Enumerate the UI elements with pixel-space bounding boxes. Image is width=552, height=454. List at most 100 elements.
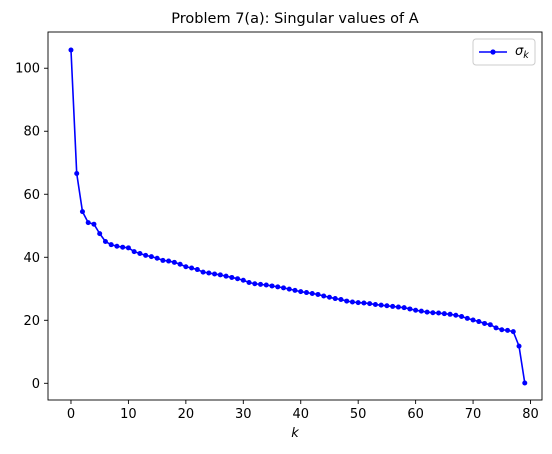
data-point <box>447 311 453 317</box>
data-point <box>355 300 361 306</box>
data-point <box>120 244 126 250</box>
data-point <box>441 311 447 317</box>
plot-frame <box>47 31 543 401</box>
data-point <box>372 302 378 308</box>
x-tick-label: 30 <box>235 407 252 422</box>
data-point <box>349 299 355 305</box>
data-point <box>482 320 488 326</box>
data-point <box>235 276 241 282</box>
x-tick-label: 80 <box>522 407 539 422</box>
data-point <box>85 220 91 226</box>
data-point <box>321 293 327 299</box>
data-point <box>263 282 269 288</box>
data-point <box>74 170 80 176</box>
x-tick-label: 70 <box>465 407 482 422</box>
data-point <box>390 303 396 309</box>
data-point <box>499 327 505 333</box>
data-point <box>206 270 212 276</box>
data-point <box>522 380 528 386</box>
data-point <box>171 259 177 265</box>
data-point <box>97 231 103 237</box>
x-tick-label: 50 <box>350 407 367 422</box>
data-point <box>298 289 304 295</box>
data-point <box>401 305 407 311</box>
data-point <box>407 306 413 312</box>
data-point <box>459 314 465 320</box>
legend-label: σk <box>515 44 529 61</box>
data-point <box>137 250 143 256</box>
data-point <box>476 319 482 325</box>
data-point <box>143 252 149 258</box>
data-point <box>384 303 390 309</box>
data-point <box>154 255 160 261</box>
data-point <box>430 310 436 316</box>
y-tick-label: 40 <box>23 251 40 266</box>
x-tick-label: 40 <box>292 407 309 422</box>
series-layer <box>68 47 528 386</box>
data-point <box>183 264 189 270</box>
legend-label-subscript: k <box>523 50 529 61</box>
x-axis: 0 10 20 30 40 50 60 70 80 <box>67 400 539 422</box>
y-tick-label: 20 <box>23 314 40 329</box>
data-point <box>338 296 344 302</box>
data-point <box>79 209 85 215</box>
data-point <box>148 254 154 260</box>
chart-title: Problem 7(a): Singular values of A <box>171 11 418 27</box>
data-point <box>487 322 493 328</box>
data-point <box>436 310 442 316</box>
data-point <box>367 301 373 307</box>
data-point <box>344 298 350 304</box>
data-point <box>309 291 315 297</box>
data-point <box>269 283 275 289</box>
data-point <box>166 258 172 264</box>
data-point <box>200 269 206 275</box>
x-tick-label: 60 <box>407 407 424 422</box>
data-point <box>275 284 281 290</box>
x-tick-label: 20 <box>178 407 195 422</box>
data-point <box>194 267 200 273</box>
data-point <box>229 274 235 280</box>
data-point <box>505 327 511 333</box>
data-point <box>470 317 476 323</box>
data-point <box>91 221 97 227</box>
data-point <box>516 343 522 349</box>
data-point <box>258 281 264 287</box>
x-axis-label: k <box>291 426 299 441</box>
data-point <box>177 261 183 267</box>
data-point <box>102 239 108 245</box>
data-point <box>189 265 195 271</box>
data-point <box>361 300 367 306</box>
y-tick-label: 0 <box>32 377 40 392</box>
data-point <box>292 287 298 293</box>
data-point <box>418 308 424 314</box>
data-point <box>252 281 258 287</box>
data-point <box>378 302 384 308</box>
y-tick-label: 100 <box>15 62 40 77</box>
data-point <box>286 286 292 292</box>
y-tick-label: 80 <box>23 125 40 140</box>
legend: σk <box>472 38 536 66</box>
data-point <box>315 291 321 297</box>
legend-label-symbol: σ <box>515 44 524 59</box>
data-point <box>281 285 287 291</box>
y-tick-label: 60 <box>23 188 40 203</box>
data-point <box>424 309 430 315</box>
data-point <box>246 279 252 285</box>
y-axis: 0 20 40 60 80 100 <box>15 62 48 392</box>
data-point <box>395 304 401 310</box>
data-point <box>493 325 499 331</box>
series-line <box>70 49 526 384</box>
data-point <box>212 271 218 277</box>
data-point <box>326 294 332 300</box>
data-point <box>68 47 74 53</box>
x-tick-label: 0 <box>67 407 75 422</box>
data-point <box>453 312 459 318</box>
data-point <box>108 242 114 248</box>
data-point <box>217 272 223 278</box>
data-point <box>160 257 166 263</box>
data-point <box>125 245 131 251</box>
data-point <box>332 296 338 302</box>
legend-marker-swatch <box>490 49 496 55</box>
data-point <box>240 277 246 283</box>
